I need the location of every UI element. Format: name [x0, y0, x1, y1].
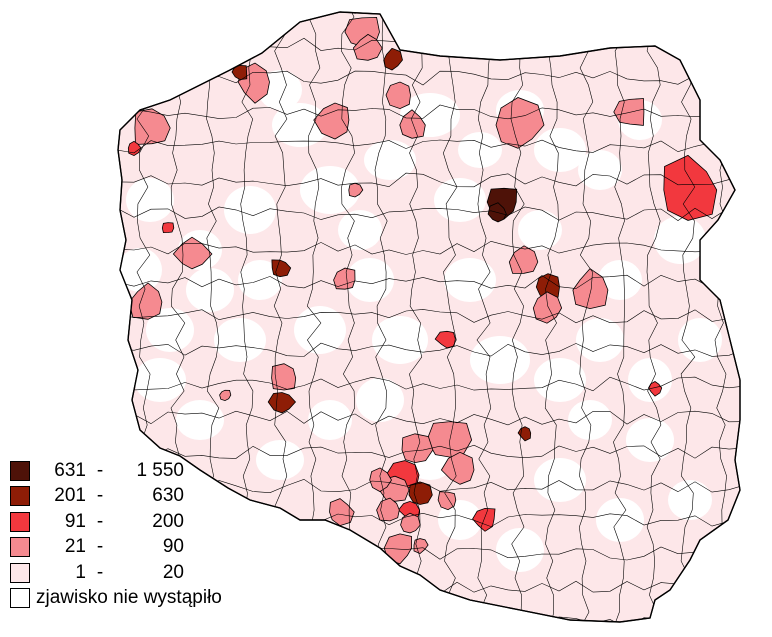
district-class_2 — [219, 389, 232, 402]
district-none — [470, 336, 530, 384]
district-none — [294, 306, 346, 354]
district-none — [356, 378, 404, 422]
legend-from: 1 — [75, 561, 86, 583]
district-class_2 — [134, 108, 171, 145]
swatch-dark-icon — [10, 486, 30, 507]
district-class_3 — [161, 222, 175, 234]
district-none — [300, 166, 360, 214]
swatch-pink-icon — [10, 537, 30, 558]
legend-item: 91-200 — [10, 509, 222, 535]
district-class_4 — [271, 259, 292, 278]
district-none — [126, 178, 174, 222]
district-none — [534, 358, 586, 402]
swatch-light-icon — [10, 562, 30, 583]
district-class_4 — [383, 47, 403, 71]
district-class_4 — [408, 481, 433, 505]
district-none — [444, 258, 496, 302]
district-none — [578, 150, 622, 190]
district-class_2 — [399, 109, 426, 139]
district-none — [338, 210, 382, 250]
district-class_2 — [385, 81, 411, 110]
legend-from: 21 — [64, 536, 86, 558]
legend-item: 1-20 — [10, 560, 222, 586]
district-none — [534, 458, 586, 502]
district-none — [654, 216, 706, 264]
legend-item: zjawisko nie wystąpiło — [10, 586, 222, 612]
district-class_4 — [267, 392, 297, 414]
legend-to: 1 550 — [136, 459, 184, 481]
district-none — [626, 418, 674, 462]
legend-item: 201-630 — [10, 484, 222, 510]
swatch-none-icon — [10, 588, 30, 609]
district-class_2 — [400, 512, 421, 534]
district-none — [364, 140, 416, 180]
district-none — [176, 400, 224, 440]
district-none — [518, 210, 562, 250]
legend-none-label: zjawisko nie wystąpiło — [36, 587, 222, 609]
district-class_3 — [663, 154, 718, 221]
district-class_2 — [348, 182, 364, 198]
district-class_3 — [127, 140, 142, 157]
district-class_4 — [231, 64, 248, 81]
district-class_2 — [613, 98, 645, 126]
district-none — [186, 268, 234, 312]
swatch-red-icon — [10, 511, 30, 532]
district-none — [134, 358, 186, 402]
district-none — [576, 318, 624, 362]
district-class_3 — [434, 330, 456, 349]
district-class_2 — [329, 498, 355, 527]
district-class_2 — [532, 291, 563, 324]
district-none — [568, 400, 612, 440]
district-none — [118, 248, 162, 292]
legend-item: 21-90 — [10, 535, 222, 561]
district-none — [256, 440, 304, 480]
district-class_2 — [426, 421, 473, 458]
district-class_2 — [271, 363, 297, 391]
legend-to: 200 — [152, 510, 184, 532]
legend-from: 201 — [54, 485, 86, 507]
district-class_2 — [495, 97, 545, 149]
legend-to: 90 — [162, 536, 184, 558]
district-none — [372, 316, 428, 364]
legend-to: 630 — [152, 485, 184, 507]
country-border — [117, 11, 741, 623]
legend-from: 91 — [64, 510, 86, 532]
legend: 631-1 550 201-630 91-200 21-90 1-20 zjaw… — [10, 458, 222, 611]
district-class_2 — [440, 451, 475, 485]
district-none — [596, 498, 644, 542]
swatch-darkest-icon — [10, 460, 30, 481]
district-none — [598, 260, 642, 300]
district-class_3 — [648, 381, 663, 397]
district-class_2 — [352, 33, 383, 61]
district-none — [678, 318, 722, 362]
district-none — [496, 528, 544, 572]
district-none — [308, 400, 352, 440]
district-class_2 — [437, 491, 457, 511]
district-none — [668, 480, 712, 520]
legend-to: 20 — [162, 561, 184, 583]
district-none — [438, 500, 482, 540]
district-class_2 — [313, 102, 350, 140]
district-none — [214, 318, 266, 362]
district-class_2 — [508, 245, 539, 274]
legend-from: 631 — [54, 459, 86, 481]
district-none — [224, 186, 276, 234]
district-none — [346, 258, 394, 302]
district-class_2 — [333, 267, 356, 290]
district-none — [534, 128, 586, 172]
district-class_2 — [572, 268, 609, 310]
legend-item: 631-1 550 — [10, 458, 222, 484]
